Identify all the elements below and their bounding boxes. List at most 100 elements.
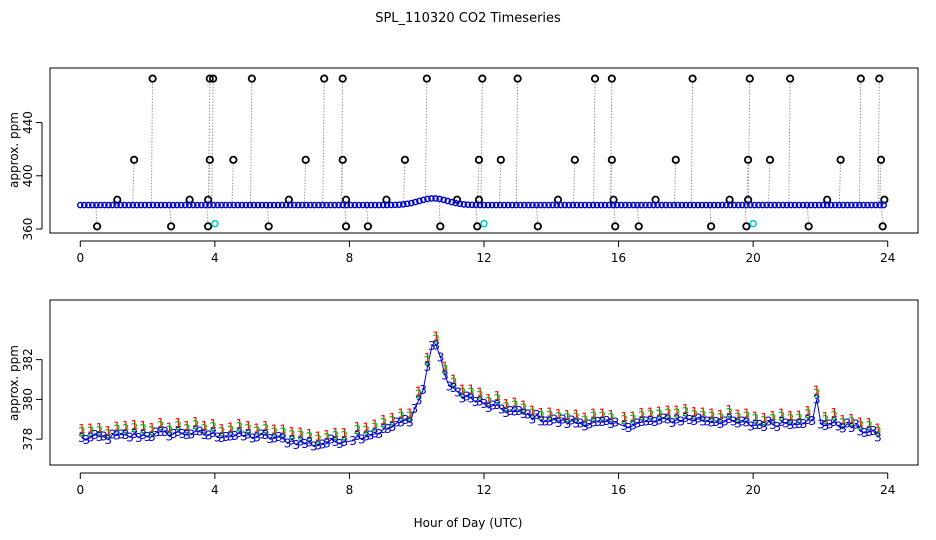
- series-3-point: 3: [83, 433, 91, 447]
- baseline-point-3: [444, 197, 451, 205]
- y-axis-label-smoothed: approx. ppm: [7, 345, 21, 421]
- series-3-point: 3: [472, 395, 480, 409]
- series-2-point: 2: [362, 424, 370, 438]
- series-3-point: 3: [196, 425, 204, 439]
- baseline-point-3: [210, 201, 217, 209]
- series-2-point: 2: [332, 429, 340, 443]
- baseline-point-3: [109, 201, 116, 209]
- series-3-point: 3: [848, 421, 856, 435]
- baseline-point-3: [771, 201, 778, 209]
- spike-point: [878, 222, 887, 231]
- series-2-point: 2: [502, 400, 510, 414]
- series-3-point: 3: [227, 430, 235, 444]
- spike-point: [229, 155, 238, 164]
- series-1-point: 1: [743, 406, 751, 420]
- baseline-point-3: [763, 201, 770, 209]
- spike-point: [836, 155, 845, 164]
- series-2-point: 2: [778, 409, 786, 423]
- baseline-point-3: [710, 201, 718, 209]
- baseline-point-3: [246, 201, 254, 209]
- baseline-point-3: [351, 201, 359, 209]
- spike-line: [424, 78, 428, 200]
- spike-point: [744, 155, 753, 164]
- series-3-point: 3: [809, 414, 817, 428]
- series-2-point: 2: [865, 419, 873, 433]
- series-1-point: 1: [362, 421, 370, 435]
- series-1-point: 1: [760, 411, 768, 425]
- series-2-point: 2: [201, 422, 209, 436]
- series-3-point: 3: [760, 420, 768, 434]
- spike-line: [746, 199, 749, 206]
- series-2-point: 2: [96, 424, 104, 438]
- baseline-point-3: [597, 201, 605, 209]
- baseline-point-3: [835, 201, 843, 209]
- baseline-point-3: [335, 201, 342, 209]
- baseline-point-3: [416, 197, 423, 205]
- y-tick-label: 400: [21, 164, 35, 187]
- series-3-point: 3: [446, 379, 454, 393]
- baseline-point-3: [93, 201, 100, 209]
- series-2-point: 2: [638, 409, 646, 423]
- series-1-point: 1: [459, 383, 467, 397]
- series-2-point: 2: [664, 407, 672, 421]
- series-3-point: 3: [214, 431, 222, 445]
- x-tick-label: 16: [611, 483, 626, 497]
- series-3-point: 3: [524, 407, 532, 421]
- series-3-point: 3: [336, 437, 344, 451]
- series-1-point: 1: [717, 408, 725, 422]
- series-3-point: 3: [323, 437, 331, 451]
- baseline-point-3: [533, 201, 540, 209]
- series-2-point: 2: [323, 431, 331, 445]
- baseline-point-3: [311, 201, 318, 209]
- series-1-point: 1: [529, 404, 537, 418]
- series-3-point: 3: [835, 420, 843, 434]
- baseline-point-3: [577, 201, 585, 209]
- spike-line: [211, 78, 214, 206]
- baseline-point-3: [222, 201, 229, 209]
- series-2-point: 2: [122, 422, 130, 436]
- baseline-point-3: [214, 201, 221, 209]
- series-3-point: 3: [170, 427, 178, 441]
- series-2-point: 2: [183, 422, 191, 436]
- baseline-point-3: [101, 201, 108, 209]
- series-1-point: 1: [822, 410, 830, 424]
- cyan-point: [480, 219, 488, 228]
- series-1-point: 1: [253, 421, 261, 435]
- baseline-point-3: [517, 201, 524, 209]
- series-2-point: 2: [734, 410, 742, 424]
- spike-line: [556, 199, 559, 206]
- series-3-point: 3: [590, 415, 598, 429]
- series-3-point: 3: [585, 418, 593, 432]
- series-3-point: 3: [677, 415, 685, 429]
- series-2-point: 2: [78, 425, 86, 439]
- series-1-point: 1: [485, 392, 493, 406]
- baseline-point-3: [630, 201, 637, 209]
- baseline-point-3: [436, 195, 443, 203]
- baseline-point-3: [581, 201, 589, 209]
- spike-point: [786, 74, 795, 83]
- spike-line: [95, 205, 98, 227]
- series-3-point: 3: [830, 415, 838, 429]
- series-2-point: 2: [113, 423, 121, 437]
- series-2-point: 2: [717, 411, 725, 425]
- series-2-point: 2: [467, 385, 475, 399]
- series-3-point: 3: [660, 411, 668, 425]
- baseline-point-3: [303, 201, 310, 209]
- baseline-point-3: [89, 201, 96, 209]
- series-3-point: 3: [581, 420, 589, 434]
- series-3-point: 3: [642, 415, 650, 429]
- baseline-point-3: [775, 201, 783, 209]
- series-3-point: 3: [205, 428, 213, 442]
- baseline-point-3: [464, 201, 472, 208]
- series-3-point: 3: [769, 418, 777, 432]
- series-1-point: 1: [424, 351, 432, 365]
- series-2-point: 2: [708, 410, 716, 424]
- baseline-point-3: [795, 201, 803, 209]
- series-3-point: 3: [778, 415, 786, 429]
- series-1-point: 1: [599, 406, 607, 420]
- series-1-point: 1: [271, 422, 279, 436]
- baseline-point-3: [868, 201, 875, 209]
- series-1-point: 1: [494, 389, 502, 403]
- series-1-point: 1: [725, 403, 733, 417]
- series-1-point: 1: [590, 406, 598, 420]
